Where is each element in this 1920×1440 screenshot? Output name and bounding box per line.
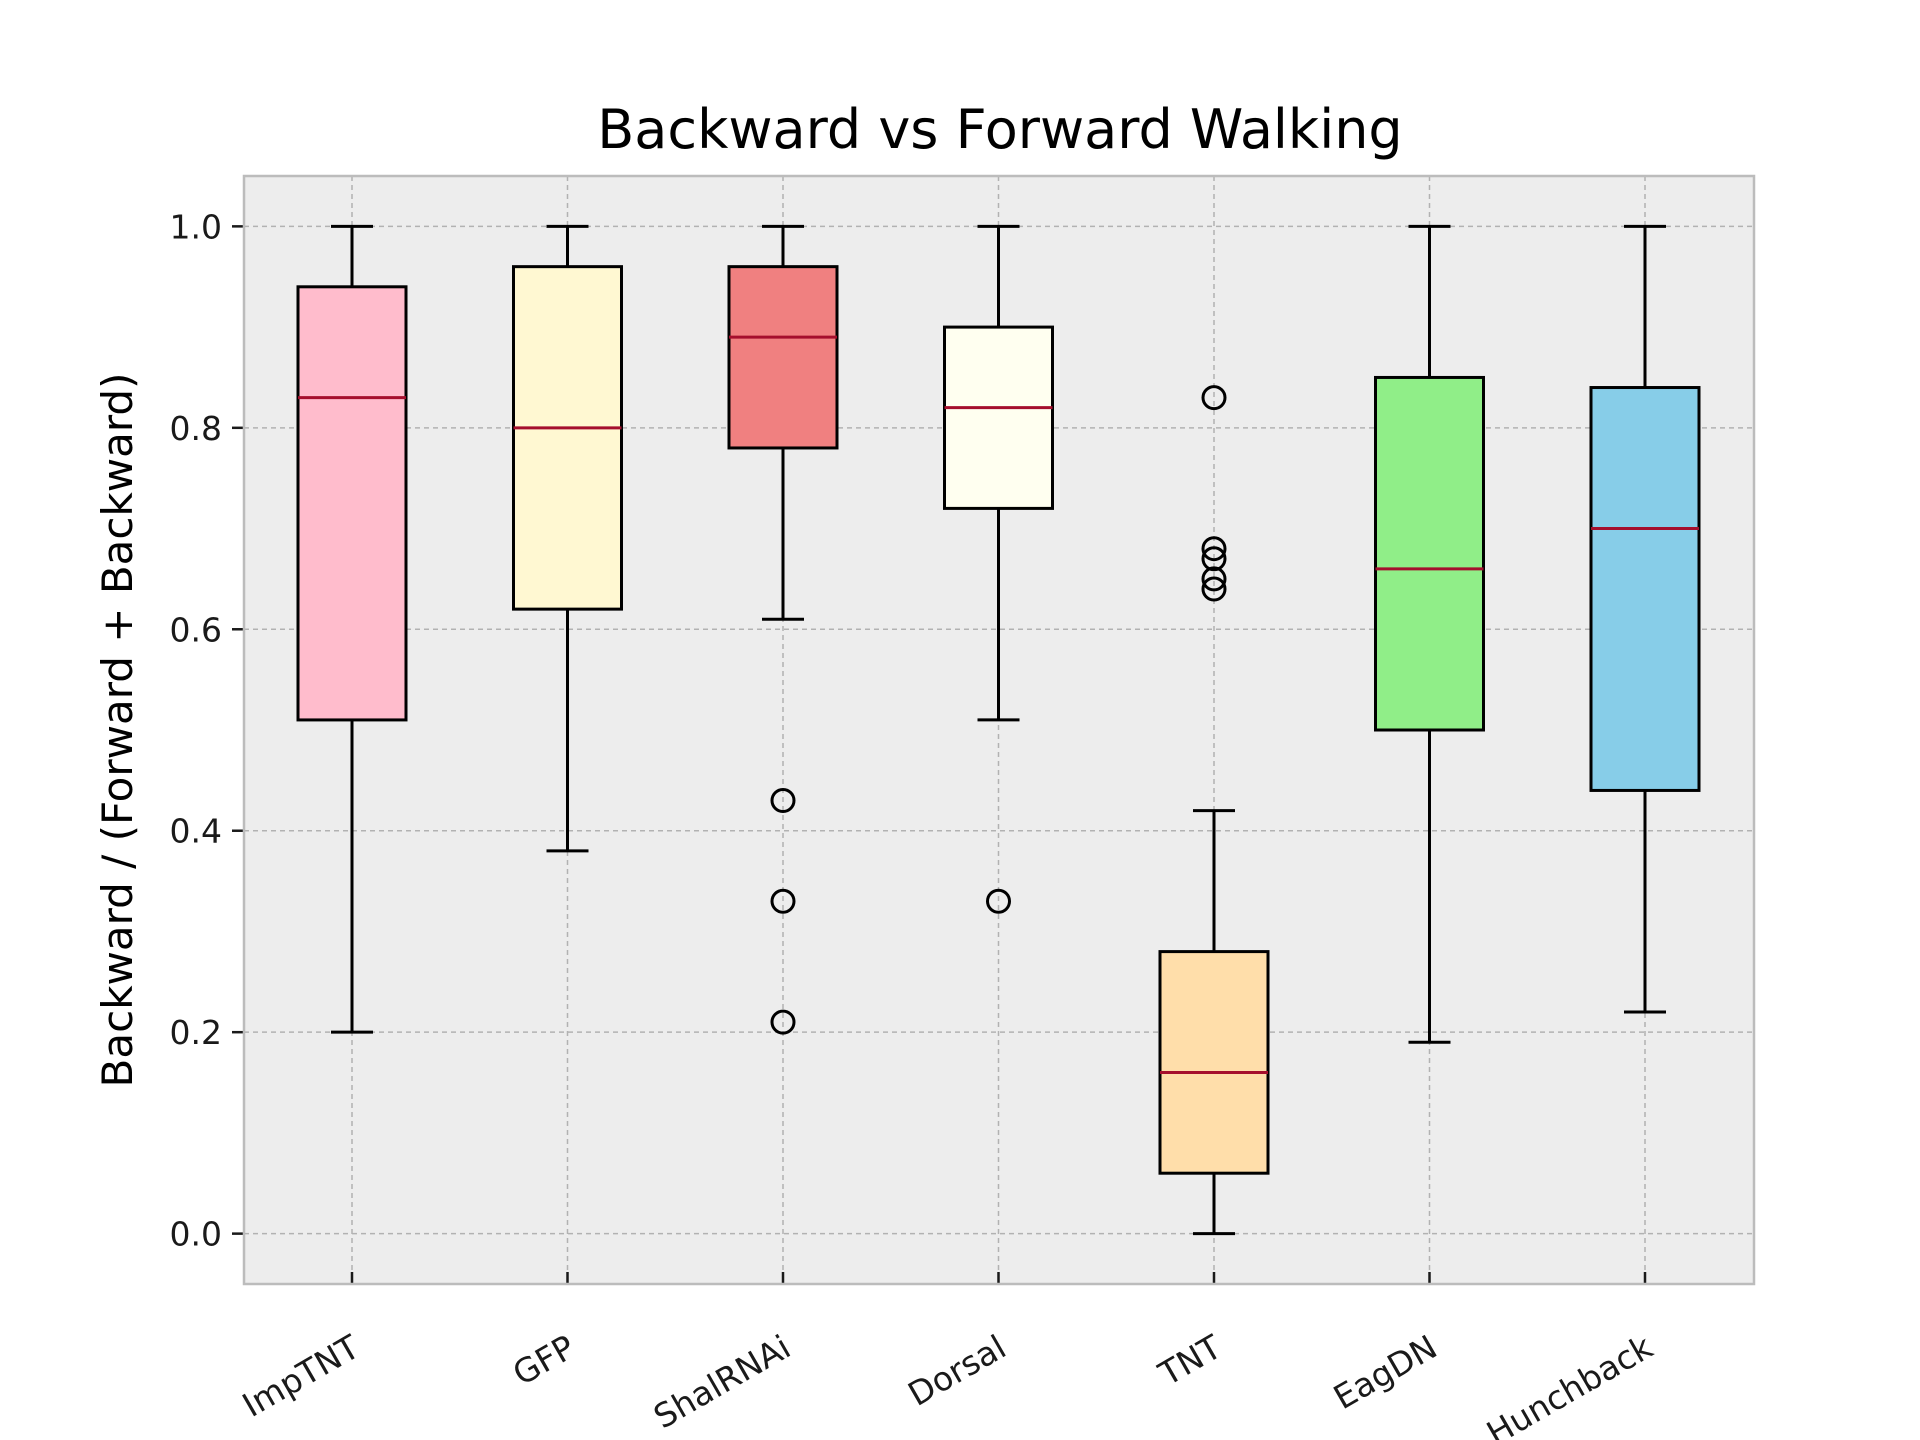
box-group-dorsal bbox=[943, 224, 1054, 914]
x-axis-ticks: ImpTNT GFP ShalRNAi Dorsal TNT EagDN Hunchback bbox=[236, 1272, 1660, 1440]
outlier-point bbox=[1201, 536, 1227, 562]
x-tick-label: TNT bbox=[1151, 1327, 1228, 1394]
x-tick-label: EagDN bbox=[1327, 1327, 1444, 1417]
box-group-gfp bbox=[512, 224, 623, 853]
y-tick-label: 1.0 bbox=[170, 207, 222, 246]
outlier-point bbox=[770, 1009, 796, 1035]
box-iqr bbox=[1589, 386, 1701, 792]
outlier-point bbox=[1201, 385, 1227, 411]
y-axis-ticks: 0.0 0.2 0.4 0.6 0.8 1.0 bbox=[170, 207, 244, 1254]
plot-frame bbox=[242, 174, 1756, 1286]
outlier-point bbox=[1201, 546, 1227, 572]
x-tick-label: GFP bbox=[506, 1327, 581, 1393]
box-iqr bbox=[296, 285, 408, 722]
x-tick-label: Hunchback bbox=[1480, 1327, 1660, 1440]
y-tick-label: 0.2 bbox=[170, 1013, 222, 1052]
box-group-tnt bbox=[1158, 385, 1270, 1236]
chart-title: Backward vs Forward Walking bbox=[597, 98, 1402, 161]
box-group-hunchback bbox=[1589, 224, 1701, 1014]
boxes bbox=[296, 224, 1701, 1236]
box-group-shalrnai bbox=[727, 224, 839, 1035]
outlier-point bbox=[770, 888, 796, 914]
outlier-point bbox=[986, 888, 1011, 914]
y-tick-label: 0.4 bbox=[170, 812, 222, 851]
y-axis-label: Backward / (Forward + Backward) bbox=[93, 373, 142, 1088]
outlier-point bbox=[1201, 566, 1227, 592]
box-iqr bbox=[512, 265, 623, 611]
box-group-imptnt bbox=[296, 224, 408, 1034]
box-iqr bbox=[1158, 950, 1270, 1175]
outlier-point bbox=[770, 788, 796, 814]
y-tick-label: 0.6 bbox=[170, 610, 222, 649]
x-tick-label: ShalRNAi bbox=[647, 1327, 797, 1436]
box-group-eagdn bbox=[1374, 224, 1485, 1044]
x-tick-label: ImpTNT bbox=[236, 1327, 367, 1425]
box-iqr bbox=[1374, 375, 1485, 732]
x-tick-label: Dorsal bbox=[901, 1327, 1012, 1414]
y-tick-label: 0.0 bbox=[170, 1215, 222, 1254]
y-tick-label: 0.8 bbox=[170, 409, 222, 448]
box-iqr bbox=[727, 265, 839, 450]
outlier-point bbox=[1201, 576, 1227, 602]
box-iqr bbox=[943, 325, 1054, 510]
